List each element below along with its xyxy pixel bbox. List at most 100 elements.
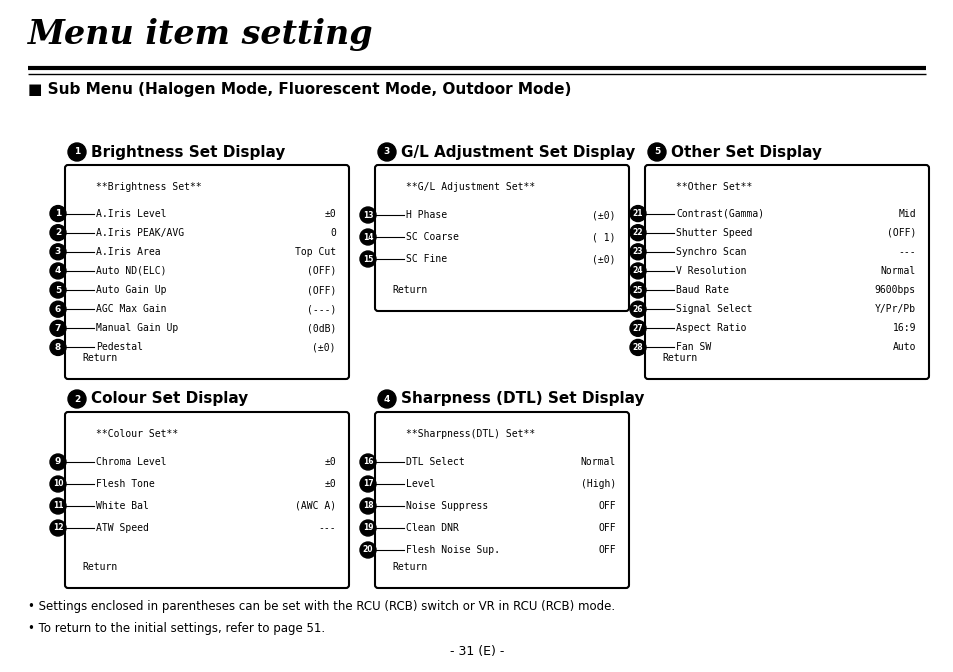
Text: 27: 27 <box>632 324 642 333</box>
Text: (High): (High) <box>580 479 616 489</box>
Text: OFF: OFF <box>598 501 616 511</box>
Circle shape <box>359 454 375 470</box>
Text: 11: 11 <box>52 501 63 511</box>
Text: Brightness Set Display: Brightness Set Display <box>91 144 285 159</box>
Text: Flesh Tone: Flesh Tone <box>96 479 154 489</box>
Circle shape <box>377 143 395 161</box>
Text: Normal: Normal <box>580 457 616 467</box>
Text: 20: 20 <box>362 546 373 554</box>
Circle shape <box>629 244 645 260</box>
Text: ±0: ±0 <box>324 457 335 467</box>
Text: 1: 1 <box>55 209 61 218</box>
Text: V Resolution: V Resolution <box>676 266 745 276</box>
Text: 0: 0 <box>330 228 335 238</box>
Text: 23: 23 <box>632 247 642 256</box>
Text: 3: 3 <box>383 147 390 157</box>
Text: (OFF): (OFF) <box>306 285 335 295</box>
Text: ±0: ±0 <box>324 208 335 218</box>
Text: **Colour Set**: **Colour Set** <box>96 429 178 439</box>
Text: 1: 1 <box>73 147 80 157</box>
Text: 13: 13 <box>362 210 373 220</box>
Text: Auto ND(ELC): Auto ND(ELC) <box>96 266 167 276</box>
Circle shape <box>50 224 66 241</box>
Text: Top Cut: Top Cut <box>294 247 335 257</box>
Text: Flesh Noise Sup.: Flesh Noise Sup. <box>406 545 499 555</box>
Circle shape <box>629 301 645 317</box>
FancyBboxPatch shape <box>65 412 349 588</box>
Circle shape <box>50 339 66 355</box>
Text: • To return to the initial settings, refer to page 51.: • To return to the initial settings, ref… <box>28 622 325 635</box>
Text: A.Iris Level: A.Iris Level <box>96 208 167 218</box>
Circle shape <box>359 542 375 558</box>
Text: 5: 5 <box>653 147 659 157</box>
Circle shape <box>359 251 375 267</box>
Text: (AWC A): (AWC A) <box>294 501 335 511</box>
Text: Other Set Display: Other Set Display <box>670 144 821 159</box>
Text: 7: 7 <box>54 324 61 333</box>
Text: Fan SW: Fan SW <box>676 343 711 352</box>
Text: (±0): (±0) <box>313 343 335 352</box>
Text: SC Coarse: SC Coarse <box>406 232 458 242</box>
Circle shape <box>359 498 375 514</box>
Text: Chroma Level: Chroma Level <box>96 457 167 467</box>
Text: 3: 3 <box>55 247 61 256</box>
Text: Aspect Ratio: Aspect Ratio <box>676 323 745 333</box>
Circle shape <box>359 207 375 223</box>
Text: (---): (---) <box>306 304 335 314</box>
Text: Return: Return <box>392 285 427 295</box>
Circle shape <box>50 244 66 260</box>
Text: AGC Max Gain: AGC Max Gain <box>96 304 167 314</box>
Text: ---: --- <box>318 523 335 533</box>
Circle shape <box>629 339 645 355</box>
Circle shape <box>68 143 86 161</box>
Circle shape <box>647 143 665 161</box>
Text: **Sharpness(DTL) Set**: **Sharpness(DTL) Set** <box>406 429 535 439</box>
Circle shape <box>50 206 66 222</box>
Text: Auto: Auto <box>892 343 915 352</box>
Text: 26: 26 <box>632 304 642 314</box>
Text: Return: Return <box>82 562 117 572</box>
Text: 2: 2 <box>55 228 61 237</box>
Text: A.Iris Area: A.Iris Area <box>96 247 160 257</box>
Text: 12: 12 <box>52 523 63 532</box>
Text: Return: Return <box>82 353 117 363</box>
Text: Sharpness (DTL) Set Display: Sharpness (DTL) Set Display <box>400 392 644 407</box>
Text: ---: --- <box>898 247 915 257</box>
Circle shape <box>629 224 645 241</box>
Text: OFF: OFF <box>598 545 616 555</box>
Text: 17: 17 <box>362 480 373 489</box>
Text: Level: Level <box>406 479 435 489</box>
Text: 25: 25 <box>632 286 642 294</box>
FancyBboxPatch shape <box>65 165 349 379</box>
Text: 4: 4 <box>383 394 390 403</box>
Text: Colour Set Display: Colour Set Display <box>91 392 248 407</box>
Circle shape <box>629 206 645 222</box>
Text: 18: 18 <box>362 501 373 511</box>
Text: (0dB): (0dB) <box>306 323 335 333</box>
Circle shape <box>629 282 645 298</box>
Text: Clean DNR: Clean DNR <box>406 523 458 533</box>
Text: H Phase: H Phase <box>406 210 447 220</box>
Text: ±0: ±0 <box>324 479 335 489</box>
Text: ( 1): ( 1) <box>592 232 616 242</box>
Text: 10: 10 <box>52 480 63 489</box>
Text: 4: 4 <box>54 266 61 276</box>
Text: Shutter Speed: Shutter Speed <box>676 228 752 238</box>
Text: 2: 2 <box>73 394 80 403</box>
Text: Baud Rate: Baud Rate <box>676 285 728 295</box>
Text: Contrast(Gamma): Contrast(Gamma) <box>676 208 763 218</box>
Circle shape <box>50 282 66 298</box>
Text: OFF: OFF <box>598 523 616 533</box>
Circle shape <box>359 520 375 536</box>
Circle shape <box>50 454 66 470</box>
Text: 24: 24 <box>632 266 642 276</box>
Text: 9: 9 <box>54 458 61 466</box>
Circle shape <box>50 301 66 317</box>
Text: Synchro Scan: Synchro Scan <box>676 247 745 257</box>
Circle shape <box>359 229 375 245</box>
Text: Manual Gain Up: Manual Gain Up <box>96 323 178 333</box>
Text: White Bal: White Bal <box>96 501 149 511</box>
Circle shape <box>359 476 375 492</box>
Text: - 31 (E) -: - 31 (E) - <box>450 645 503 658</box>
Text: (±0): (±0) <box>592 210 616 220</box>
